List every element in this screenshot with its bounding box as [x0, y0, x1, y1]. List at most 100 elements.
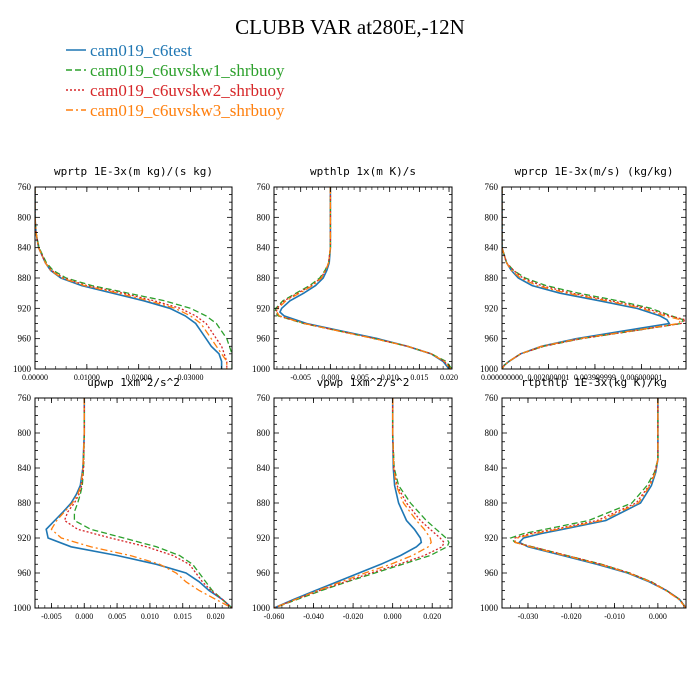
series-line: [35, 187, 232, 369]
chart-panels: wprtp 1E-3x(m kg)/(s kg) 760 800 840 880 920 9…: [13, 165, 687, 621]
series-line: [276, 187, 452, 369]
legend-label: cam019_c6uvskw2_shrbuoy: [90, 81, 285, 100]
x-tick-label: 0.003999999: [574, 373, 616, 382]
legend-label: cam019_c6uvskw3_shrbuoy: [90, 101, 285, 120]
chart-panel: wprtp 1E-3x(m kg)/(s kg) 760 800 840 880 920 9…: [13, 165, 233, 382]
plot-frame: [273, 186, 453, 370]
y-tick-label: 960: [18, 568, 32, 578]
y-tick-label: 920: [257, 533, 271, 543]
x-tick-label: -0.005: [41, 612, 62, 621]
x-tick-label: 0.000: [384, 612, 402, 621]
x-tick-label: -0.030: [518, 612, 539, 621]
x-tick-label: 0.015: [174, 612, 192, 621]
panel-title: rtpthlp 1E-3x(kg K)/kg: [521, 376, 667, 389]
y-tick-label: 1000: [13, 603, 32, 613]
series-line: [45, 398, 232, 608]
x-tick-label: -0.040: [303, 612, 324, 621]
chart-panel: wpthlp 1x(m K)/s 760 800 840 880 920 960 1000 -0…: [252, 165, 458, 382]
legend: cam019_c6testcam019_c6uvskw1_shrbuoycam0…: [66, 41, 285, 120]
y-tick-label: 840: [18, 243, 32, 253]
y-tick-label: 1000: [480, 364, 499, 374]
y-tick-label: 920: [18, 303, 32, 313]
series-line: [274, 398, 445, 608]
series-line: [514, 398, 686, 608]
y-tick-label: 840: [257, 243, 271, 253]
series-line: [35, 187, 228, 369]
x-tick-label: 0.015: [410, 373, 428, 382]
y-tick-label: 840: [18, 463, 32, 473]
chart-panel: rtpthlp 1E-3x(kg K)/kg 760 800 840 880 920 960…: [480, 376, 687, 621]
y-tick-label: 760: [18, 182, 32, 192]
y-tick-label: 1000: [252, 364, 271, 374]
series-line: [502, 187, 682, 369]
plot-frame: [273, 397, 453, 609]
y-tick-label: 960: [257, 334, 271, 344]
series-line: [50, 398, 232, 608]
y-tick-label: 760: [257, 393, 271, 403]
y-tick-label: 880: [257, 273, 271, 283]
y-tick-label: 880: [18, 273, 32, 283]
x-tick-label: -0.010: [604, 612, 625, 621]
series-line: [517, 398, 686, 608]
x-tick-label: 0.000: [649, 612, 667, 621]
y-tick-label: 920: [18, 533, 32, 543]
series-line: [502, 187, 685, 369]
y-tick-label: 920: [485, 533, 499, 543]
x-tick-label: 0.006000001: [620, 373, 662, 382]
y-tick-label: 920: [257, 303, 271, 313]
x-tick-label: -0.005: [290, 373, 311, 382]
y-tick-label: 800: [257, 428, 271, 438]
series-line: [63, 398, 232, 608]
y-tick-label: 960: [485, 568, 499, 578]
series-line: [73, 398, 232, 608]
y-tick-label: 800: [485, 212, 499, 222]
y-tick-label: 880: [485, 498, 499, 508]
series-line: [509, 398, 686, 608]
y-tick-label: 800: [18, 212, 32, 222]
series-line: [275, 187, 452, 369]
y-tick-label: 960: [485, 334, 499, 344]
x-tick-label: 0.020: [423, 612, 441, 621]
x-tick-label: 0.00000: [22, 373, 48, 382]
legend-label: cam019_c6uvskw1_shrbuoy: [90, 61, 285, 80]
y-tick-label: 1000: [252, 603, 271, 613]
panel-title: wprtp 1E-3x(m kg)/(s kg): [54, 165, 213, 178]
panel-title: wprcp 1E-3x(m/s) (kg/kg): [515, 165, 674, 178]
x-tick-label: 0.01000: [74, 373, 100, 382]
panel-title: upwp 1xm^2/s^2: [87, 376, 180, 389]
y-tick-label: 760: [485, 182, 499, 192]
figure-title: CLUBB VAR at280E,-12N: [235, 15, 465, 39]
chart-panel: wprcp 1E-3x(m/s) (kg/kg) 760 800 840 880 920 9…: [480, 165, 687, 382]
x-tick-label: 0.03000: [178, 373, 204, 382]
plot-frame: [501, 186, 687, 370]
y-tick-label: 1000: [480, 603, 499, 613]
panel-title: wpthlp 1x(m K)/s: [310, 165, 416, 178]
y-tick-label: 880: [257, 498, 271, 508]
series-line: [502, 187, 686, 369]
y-tick-label: 760: [257, 182, 271, 192]
y-tick-label: 880: [18, 498, 32, 508]
series-line: [514, 398, 686, 608]
y-tick-label: 1000: [13, 364, 32, 374]
x-tick-label: 0.000000000: [481, 373, 523, 382]
x-tick-label: 0.002000001: [527, 373, 569, 382]
x-tick-label: 0.000: [75, 612, 93, 621]
x-tick-label: 0.005: [108, 612, 126, 621]
y-tick-label: 880: [485, 273, 499, 283]
x-tick-label: 0.010: [141, 612, 159, 621]
x-tick-label: 0.02000: [126, 373, 152, 382]
y-tick-label: 920: [485, 303, 499, 313]
series-line: [274, 398, 423, 608]
legend-label: cam019_c6test: [90, 41, 192, 60]
x-tick-label: 0.020: [440, 373, 458, 382]
x-tick-label: -0.020: [343, 612, 364, 621]
series-line: [274, 398, 432, 608]
series-line: [274, 187, 452, 369]
x-tick-label: 0.020: [207, 612, 225, 621]
x-tick-label: 0.005: [351, 373, 369, 382]
y-tick-label: 840: [257, 463, 271, 473]
y-tick-label: 840: [485, 463, 499, 473]
y-tick-label: 840: [485, 243, 499, 253]
x-tick-label: -0.020: [561, 612, 582, 621]
